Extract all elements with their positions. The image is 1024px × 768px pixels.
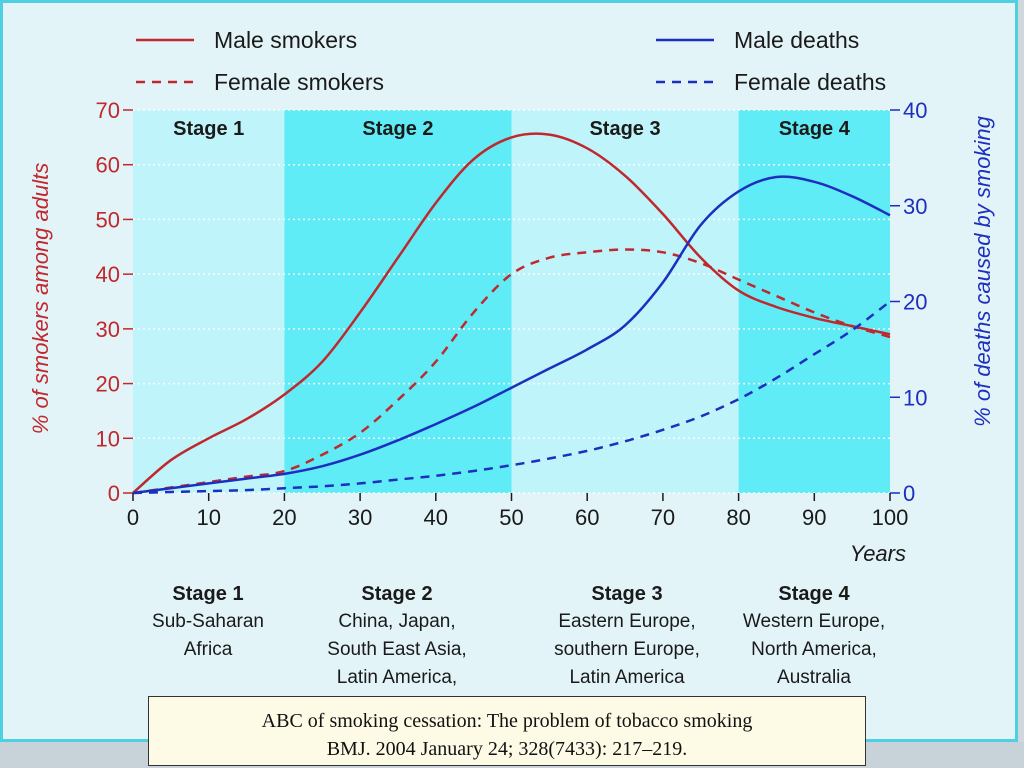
citation-box: ABC of smoking cessation: The problem of… xyxy=(148,696,866,766)
region-stage-2: Stage 2 China, Japan, South East Asia, L… xyxy=(312,580,482,692)
y-right-tick-label: 0 xyxy=(903,481,915,506)
y-left-axis-title: % of smokers among adults xyxy=(28,163,53,434)
series-line-male-smokers xyxy=(132,132,891,494)
region-stage-4: Stage 4 Western Europe, North America, A… xyxy=(729,580,899,692)
legend-label: Male smokers xyxy=(214,27,357,53)
series-line-female-smokers xyxy=(132,248,891,495)
region-line: Latin America, xyxy=(336,667,458,688)
y-right-tick-label: 40 xyxy=(903,98,927,123)
y-left-tick-label: 70 xyxy=(96,98,120,123)
legend-label: Female smokers xyxy=(214,69,384,95)
region-title: Stage 1 xyxy=(172,583,244,605)
y-left-tick-label: 50 xyxy=(96,207,120,232)
region-line: China, Japan, xyxy=(338,611,456,632)
stage-header: Stage 2 xyxy=(362,118,433,140)
x-tick-label: 50 xyxy=(499,505,523,530)
x-tick-label: 60 xyxy=(575,505,599,530)
y-left-tick-label: 60 xyxy=(96,153,120,178)
x-tick-label: 0 xyxy=(127,505,139,530)
region-title: Stage 3 xyxy=(591,583,663,605)
x-tick-label: 90 xyxy=(802,505,826,530)
x-tick-label: 40 xyxy=(424,505,448,530)
x-tick-label: 20 xyxy=(272,505,296,530)
stage-header: Stage 4 xyxy=(779,118,851,140)
y-right-tick-label: 10 xyxy=(903,385,927,410)
citation-title: ABC of smoking cessation: The problem of… xyxy=(261,710,753,732)
stage-band-1 xyxy=(133,110,285,493)
region-line: North America, xyxy=(751,639,877,660)
legend-label: Female deaths xyxy=(734,69,886,95)
stage-header: Stage 3 xyxy=(589,118,660,140)
region-title: Stage 4 xyxy=(778,583,850,605)
y-right-axis-title: % of deaths caused by smoking xyxy=(970,115,995,426)
region-line: Western Europe, xyxy=(742,611,886,632)
region-line: southern Europe, xyxy=(554,639,700,660)
y-left-tick-label: 0 xyxy=(108,481,120,506)
y-right-tick-label: 30 xyxy=(903,194,927,219)
region-stage-3: Stage 3 Eastern Europe, southern Europe,… xyxy=(542,580,712,692)
region-line: Sub-Saharan xyxy=(152,611,264,632)
stage-band-2 xyxy=(284,110,512,493)
x-tick-label: 30 xyxy=(348,505,372,530)
legend-label: Male deaths xyxy=(734,27,859,53)
stage-band-3 xyxy=(511,110,739,493)
x-tick-label: 70 xyxy=(651,505,675,530)
x-tick-label: 80 xyxy=(726,505,750,530)
y-left-tick-label: 20 xyxy=(96,372,120,397)
citation-reference: BMJ. 2004 January 24; 328(7433): 217–219… xyxy=(326,738,688,760)
x-tick-label: 100 xyxy=(872,505,909,530)
y-left-tick-label: 30 xyxy=(96,317,120,342)
region-line: Africa xyxy=(183,639,233,660)
x-axis-title: Years xyxy=(850,541,906,566)
region-line: Australia xyxy=(777,667,851,688)
x-tick-label: 10 xyxy=(196,505,220,530)
y-right-tick-label: 20 xyxy=(903,290,927,315)
region-title: Stage 2 xyxy=(361,583,433,605)
series-line-male-deaths xyxy=(132,175,891,495)
stage-header: Stage 1 xyxy=(173,118,244,140)
y-left-tick-label: 40 xyxy=(96,262,120,287)
region-line: Eastern Europe, xyxy=(558,611,696,632)
region-line: Latin America xyxy=(569,667,685,688)
region-stage-1: Stage 1 Sub-Saharan Africa xyxy=(123,580,293,664)
y-left-tick-label: 10 xyxy=(96,426,120,451)
smoking-epidemic-chart: Stage 1 Stage 2 Stage 3 Stage 4 0 10 20 30 40 50 6… xyxy=(28,27,995,566)
series-line-female-deaths xyxy=(132,300,891,495)
region-line: South East Asia, xyxy=(327,639,467,660)
